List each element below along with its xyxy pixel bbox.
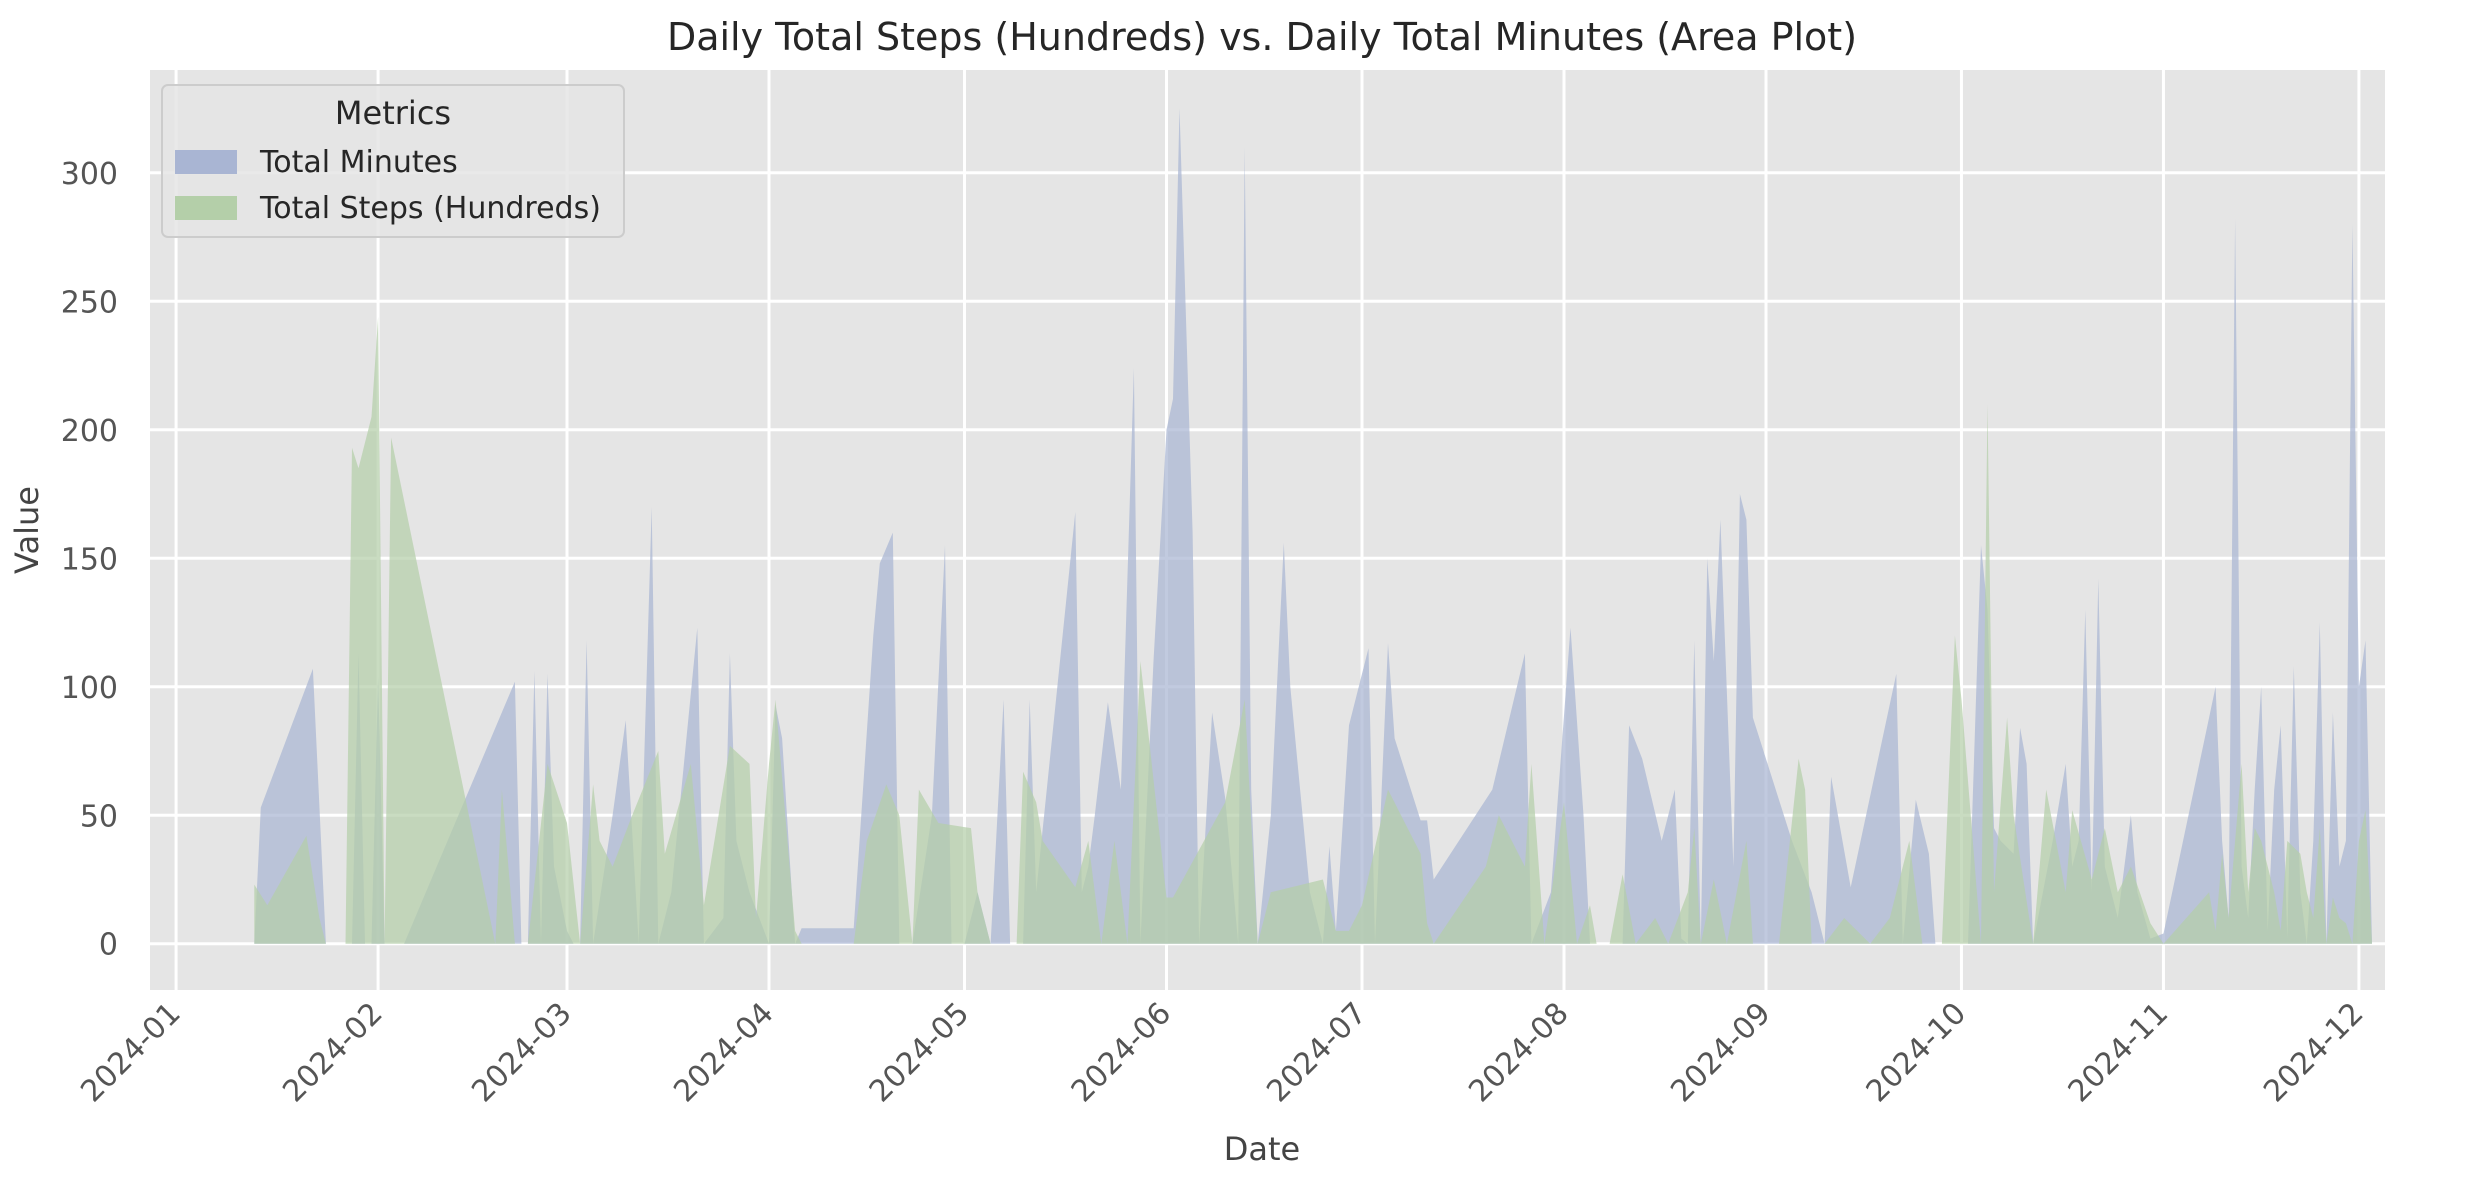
- y-tick-label: 200: [61, 414, 118, 449]
- legend-swatch-total-steps: [175, 196, 237, 220]
- y-tick-label: 300: [61, 157, 118, 192]
- legend-label-total-minutes: Total Minutes: [259, 145, 458, 180]
- y-tick-label: 100: [61, 671, 118, 706]
- legend: Metrics Total Minutes Total Steps (Hundr…: [161, 84, 625, 238]
- legend-swatch-total-minutes: [175, 150, 237, 174]
- y-tick-label: 0: [99, 928, 118, 963]
- chart-title: Daily Total Steps (Hundreds) vs. Daily T…: [667, 15, 1857, 59]
- legend-label-total-steps: Total Steps (Hundreds): [259, 191, 601, 226]
- y-tick-label: 150: [61, 542, 118, 577]
- area-series: [254, 108, 2372, 944]
- legend-box: [161, 84, 625, 238]
- y-tick-label: 50: [80, 799, 118, 834]
- area-total-steps: [254, 316, 2372, 944]
- x-axis-label: Date: [1224, 1130, 1300, 1168]
- y-axis-label: Value: [8, 486, 46, 574]
- y-tick-label: 250: [61, 285, 118, 320]
- legend-title: Metrics: [335, 94, 451, 132]
